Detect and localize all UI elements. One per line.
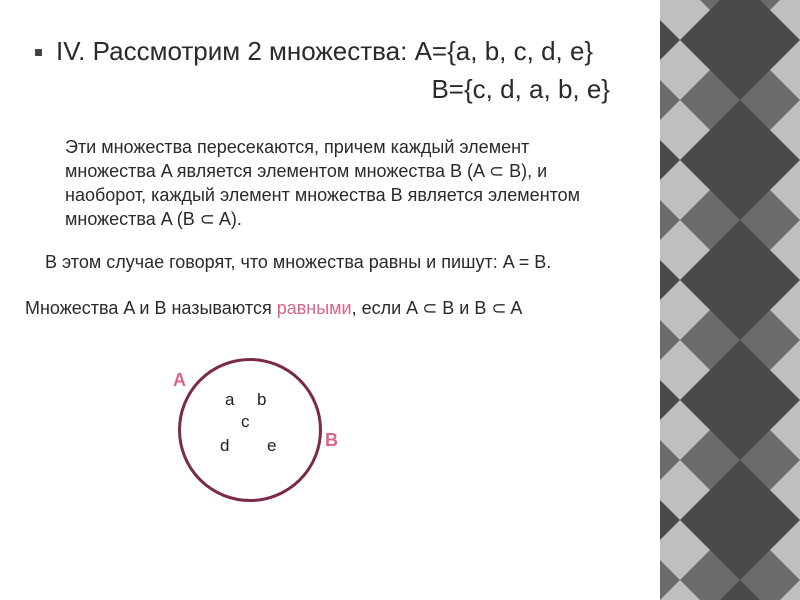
paragraph-2: В этом случае говорят, что множества рав…	[45, 250, 630, 274]
checker-svg	[660, 0, 800, 600]
elem-d: d	[220, 436, 229, 456]
para3-part-b: , если A ⊂ B и B ⊂ A	[352, 298, 523, 318]
paragraph-3: Множества A и B называются равными, если…	[25, 296, 640, 320]
elem-c: c	[241, 412, 250, 432]
paragraph-1: Эти множества пересекаются, причем кажды…	[65, 135, 620, 232]
venn-diagram: A B a b c d e	[155, 350, 415, 520]
slide-content: IV. Рассмотрим 2 множества: A={a, b, c, …	[0, 0, 660, 600]
elem-b: b	[257, 390, 266, 410]
set-circle	[178, 358, 322, 502]
headline-line1: IV. Рассмотрим 2 множества: A={a, b, c, …	[56, 35, 593, 69]
headline-row: IV. Рассмотрим 2 множества: A={a, b, c, …	[35, 35, 640, 69]
side-pattern	[660, 0, 800, 600]
label-a: A	[173, 370, 186, 391]
label-b: B	[325, 430, 338, 451]
para3-part-a: Множества A и B называются	[25, 298, 277, 318]
para3-highlight: равными	[277, 298, 352, 318]
elem-e: e	[267, 436, 276, 456]
elem-a: a	[225, 390, 234, 410]
headline-line2: B={c, d, a, b, e}	[35, 73, 610, 107]
bullet-icon	[35, 49, 42, 56]
